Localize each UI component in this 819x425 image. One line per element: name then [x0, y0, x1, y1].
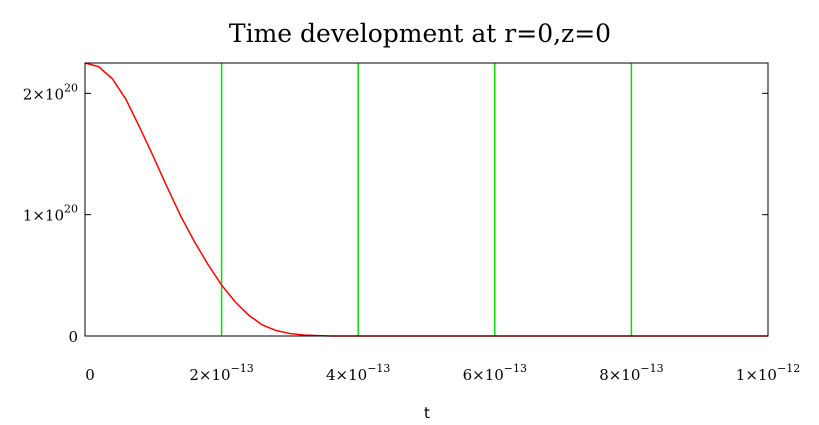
x-axis-label: t	[424, 404, 430, 422]
x-tick-label-3: 6×10−13	[463, 362, 527, 384]
x-tick-label-0: 0	[85, 366, 95, 384]
x-tick-labels: 0 2×10−13 4×10−13 6×10−13 8×10−13 1×10−12	[85, 362, 800, 384]
vertical-grid-lines	[220, 63, 633, 336]
x-tick-label-1: 2×10−13	[189, 362, 253, 384]
y-tick-label-0: 0	[68, 328, 78, 346]
series-line-1	[84, 62, 768, 337]
y-tick-labels: 0 1×1020 2×1020	[23, 81, 78, 346]
y-tick-label-1: 1×1020	[23, 203, 78, 225]
x-tick-label-5: 1×10−12	[736, 362, 800, 384]
x-tick-label-4: 8×10−13	[599, 362, 663, 384]
series-layer	[84, 62, 768, 337]
plot-frame	[84, 62, 769, 337]
y-tick-label-2: 2×1020	[23, 81, 78, 103]
chart-title: Time development at r=0,z=0	[229, 19, 611, 48]
tick-marks	[85, 92, 768, 216]
x-tick-label-2: 4×10−13	[326, 362, 390, 384]
